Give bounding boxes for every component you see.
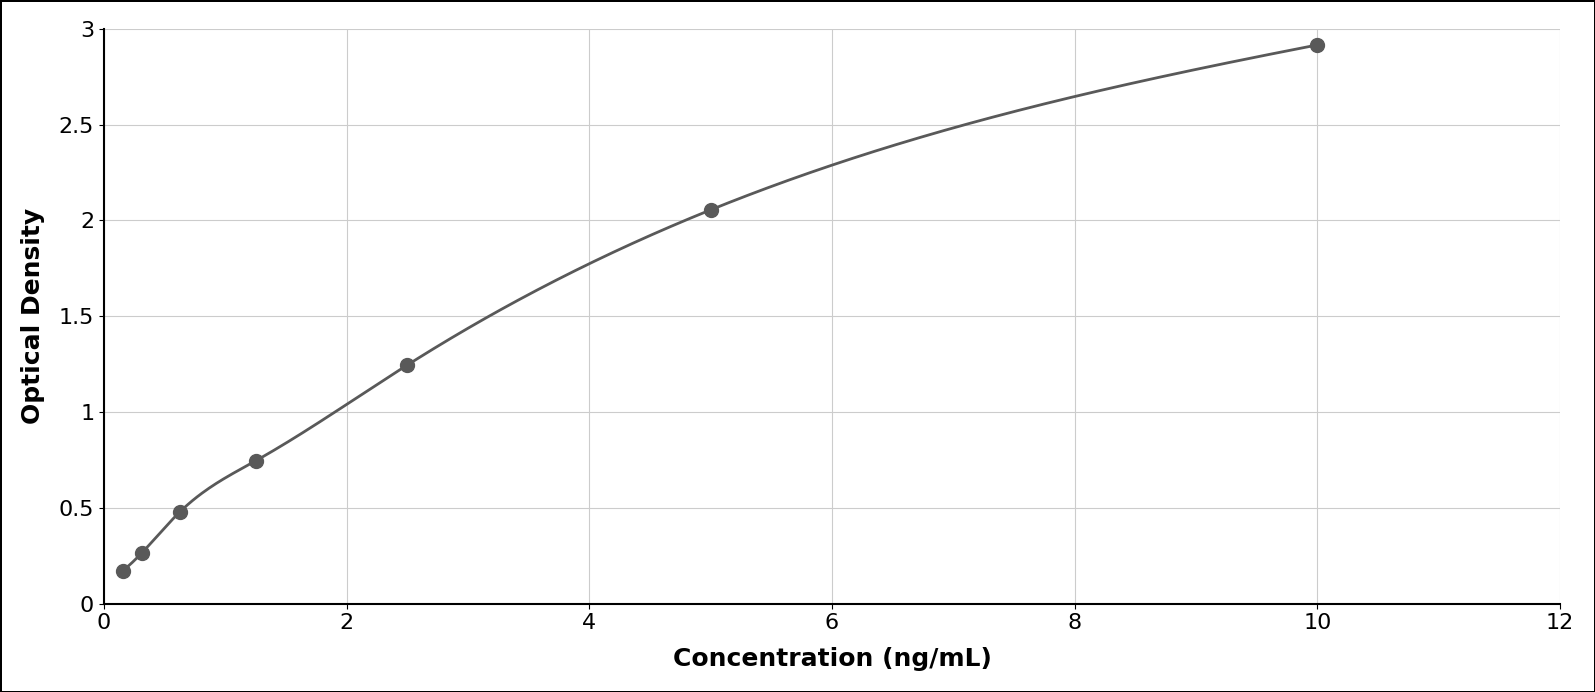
Point bbox=[394, 360, 419, 371]
X-axis label: Concentration (ng/mL): Concentration (ng/mL) bbox=[673, 647, 992, 671]
Point bbox=[129, 547, 155, 558]
Point bbox=[699, 204, 724, 215]
Point bbox=[1305, 39, 1330, 51]
Point bbox=[110, 565, 136, 576]
Point bbox=[242, 455, 268, 466]
Y-axis label: Optical Density: Optical Density bbox=[21, 208, 45, 424]
Point bbox=[167, 507, 193, 518]
